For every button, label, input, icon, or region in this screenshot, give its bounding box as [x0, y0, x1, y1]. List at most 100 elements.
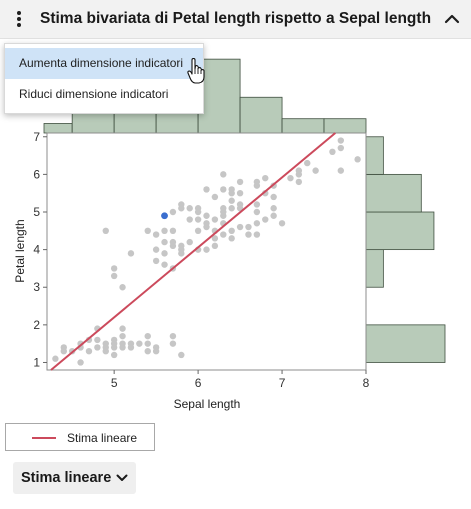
x-tick-label: 6 [195, 376, 202, 390]
data-point [228, 227, 235, 235]
data-point [220, 171, 227, 178]
data-point [304, 159, 311, 167]
chevron-down-icon [116, 474, 128, 481]
y-tick-label: 3 [33, 280, 40, 294]
more-options-icon[interactable] [8, 8, 30, 30]
y-tick-label: 6 [33, 167, 40, 181]
linear-fit-button-label: Stima lineare [21, 470, 112, 486]
data-point [136, 340, 143, 347]
x-histogram-bar [281, 118, 325, 134]
data-point [287, 174, 294, 182]
data-point [169, 340, 177, 347]
legend-fit-line-swatch [32, 437, 56, 439]
y-histogram-bar [365, 249, 384, 288]
data-point [220, 231, 227, 238]
y-axis: 1 2 3 4 5 6 7 [33, 130, 47, 369]
data-point [245, 223, 252, 231]
data-point [211, 216, 219, 223]
hand-cursor-icon [187, 58, 205, 84]
data-point [152, 257, 160, 265]
y-tick-label: 1 [33, 355, 40, 369]
data-point [144, 227, 151, 235]
data-point [253, 208, 261, 216]
data-point [152, 246, 160, 253]
data-point [228, 186, 235, 193]
x-tick-label: 5 [111, 376, 118, 390]
data-point [194, 208, 202, 216]
data-point [253, 201, 261, 208]
chevron-up-icon[interactable] [442, 9, 462, 29]
x-histogram-bar [197, 58, 241, 134]
data-point [253, 220, 261, 227]
data-point [94, 336, 101, 344]
data-point [262, 174, 269, 182]
data-point [203, 246, 210, 253]
data-point [211, 193, 219, 201]
data-point [161, 261, 168, 268]
data-point [253, 231, 261, 238]
data-point [144, 332, 151, 340]
data-point [161, 250, 168, 257]
data-point [270, 212, 277, 219]
data-point [152, 344, 160, 351]
data-point [236, 201, 244, 208]
data-point [236, 178, 244, 186]
decrease-marker-size-item[interactable]: Riduci dimensione indicatori [19, 87, 169, 101]
data-point [211, 235, 219, 242]
data-point [152, 231, 160, 238]
legend-label: Stima lineare [67, 431, 138, 445]
data-point [110, 265, 118, 272]
data-point [337, 167, 345, 174]
y-histogram-bar [365, 211, 435, 251]
data-point [228, 205, 235, 212]
y-tick-label: 4 [33, 243, 40, 257]
data-point [253, 178, 261, 186]
x-histogram-bar [43, 123, 73, 134]
data-point [337, 144, 345, 152]
data-point [220, 205, 227, 212]
data-point [186, 216, 193, 223]
data-point [270, 193, 277, 201]
x-histogram-bar [323, 118, 367, 134]
y-histogram-bar [365, 173, 422, 213]
data-point [85, 347, 93, 355]
linear-fit-options-button[interactable]: Stima lineare [13, 462, 136, 494]
data-point [178, 201, 185, 208]
data-point [119, 340, 126, 347]
increase-marker-size-item[interactable]: Aumenta dimensione indicatori [5, 48, 203, 79]
data-point [102, 340, 109, 347]
data-point [228, 235, 235, 242]
x-histogram-bar [239, 96, 283, 134]
data-point [52, 355, 59, 362]
data-point [295, 167, 303, 174]
data-point [312, 167, 319, 174]
y-histogram [365, 136, 446, 363]
data-point [94, 344, 101, 351]
data-point [337, 137, 345, 144]
data-point [354, 156, 361, 163]
data-point [169, 208, 177, 216]
data-point [194, 227, 202, 235]
panel-header: Stima bivariata di Petal length rispetto… [0, 0, 471, 39]
data-point [119, 284, 126, 291]
data-point [77, 359, 84, 366]
data-point [169, 332, 177, 340]
x-axis-label: Sepal length [174, 397, 241, 411]
legend: Stima lineare [5, 423, 155, 451]
data-point [110, 336, 118, 344]
data-point [102, 227, 109, 235]
data-point [102, 347, 109, 355]
data-point [220, 186, 227, 193]
data-point [329, 148, 336, 156]
y-histogram-bar [365, 136, 384, 175]
data-point [110, 351, 118, 359]
data-point [270, 205, 277, 212]
data-point [85, 336, 93, 344]
data-point [144, 347, 151, 355]
data-point [119, 325, 126, 332]
data-point [144, 340, 151, 347]
data-point [211, 242, 219, 250]
x-axis: 5 6 7 8 [111, 370, 370, 390]
y-tick-label: 5 [33, 205, 40, 219]
panel-title: Stima bivariata di Petal length rispetto… [40, 10, 432, 27]
